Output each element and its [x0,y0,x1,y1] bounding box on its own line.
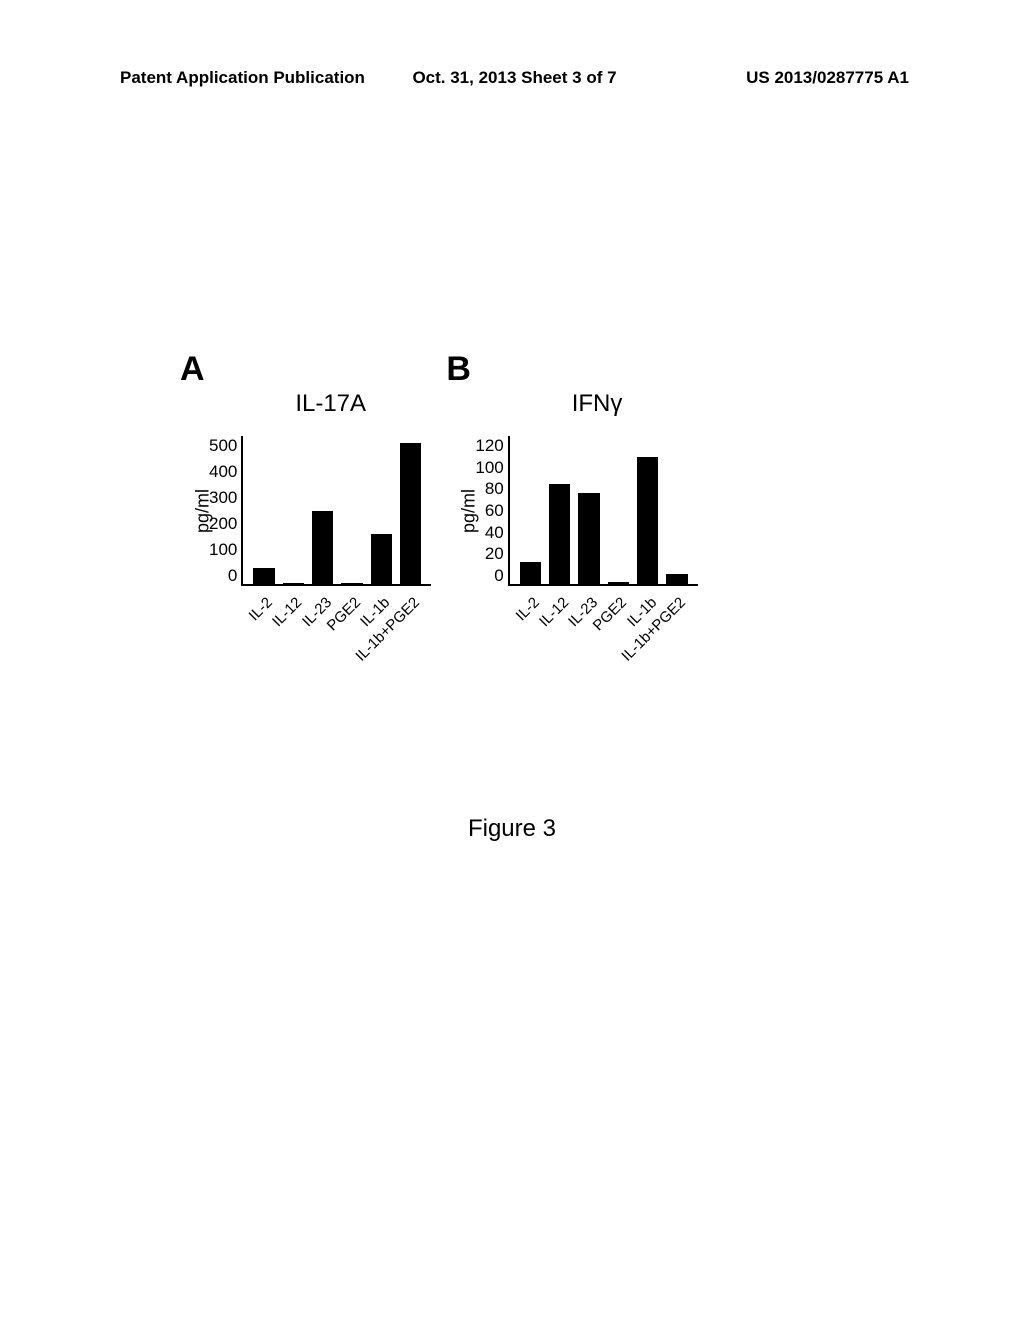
y-tick-label: 0 [494,566,503,586]
chart-b-y-axis-wrap: 120100806040200 IL-2IL-12IL-23PGE2IL-1bI… [475,436,697,586]
chart-a-bars [243,436,431,584]
chart-panel-a: A IL-17A pg/ml 5004003002001000 IL-2IL-1… [185,390,431,586]
chart-b-bars [510,436,698,584]
bar [520,562,541,584]
y-tick-label: 20 [485,544,504,564]
y-tick-label: 500 [209,436,237,456]
bar [400,443,421,584]
chart-a-plot: IL-2IL-12IL-23PGE2IL-1bIL-1b+PGE2 [241,436,431,586]
header-patent-number: US 2013/0287775 A1 [646,68,909,88]
chart-b-plot: IL-2IL-12IL-23PGE2IL-1bIL-1b+PGE2 [508,436,698,586]
chart-a-y-axis: 5004003002001000 [209,436,241,586]
chart-b-title: IFNγ [496,390,697,418]
y-tick-label: 100 [209,540,237,560]
y-tick-label: 400 [209,462,237,482]
chart-a-area: pg/ml 5004003002001000 IL-2IL-12IL-23PGE… [185,436,431,586]
header-date-sheet: Oct. 31, 2013 Sheet 3 of 7 [383,68,646,88]
bar [666,574,687,584]
header-publication: Patent Application Publication [120,68,383,88]
y-tick-label: 80 [485,479,504,499]
bar [312,511,333,584]
panel-label-b: B [446,350,471,389]
chart-b-y-label: pg/ml [459,489,480,533]
bar [283,583,304,584]
chart-a-y-axis-wrap: 5004003002001000 IL-2IL-12IL-23PGE2IL-1b… [209,436,431,586]
bar [549,484,570,584]
panel-label-a: A [180,350,205,389]
chart-b-area: pg/ml 120100806040200 IL-2IL-12IL-23PGE2… [451,436,697,586]
chart-b-y-axis: 120100806040200 [475,436,507,586]
bar [637,457,658,584]
bar [608,582,629,584]
y-tick-label: 40 [485,523,504,543]
y-tick-label: 0 [228,566,237,586]
bar [371,534,392,584]
y-tick-label: 120 [475,436,503,456]
bar [578,493,599,584]
bar [253,568,274,584]
chart-a-y-label: pg/ml [193,489,214,533]
page-header: Patent Application Publication Oct. 31, … [0,68,1024,88]
chart-a-title: IL-17A [230,390,431,418]
y-tick-label: 60 [485,501,504,521]
y-tick-label: 100 [475,458,503,478]
charts-container: A IL-17A pg/ml 5004003002001000 IL-2IL-1… [185,390,698,586]
chart-panel-b: B IFNγ pg/ml 120100806040200 IL-2IL-12IL… [451,390,697,586]
figure-caption: Figure 3 [0,815,1024,843]
bar [341,583,362,584]
